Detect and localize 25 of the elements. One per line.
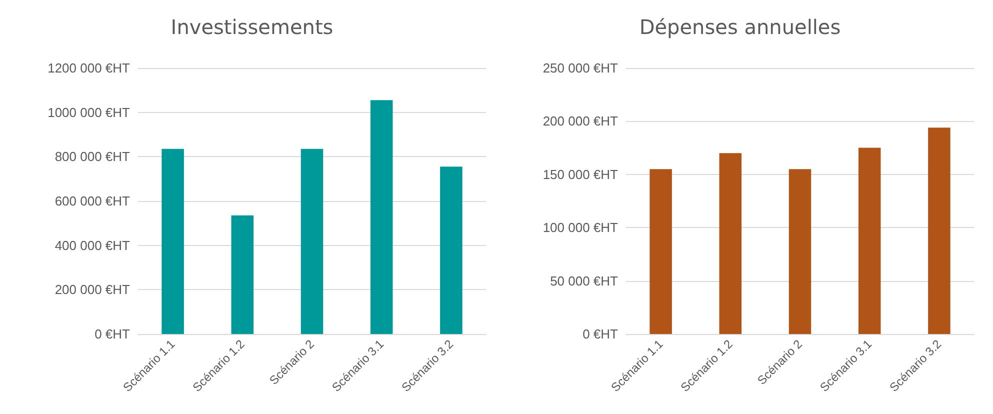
bar: [370, 100, 393, 334]
bar: [300, 148, 324, 334]
bar: [858, 148, 881, 334]
bar: [928, 128, 950, 334]
y-tick-label: 250 000 €HT: [542, 60, 618, 76]
y-tick-label: 100 000 €HT: [542, 220, 618, 236]
y-tick-label: 200 000 €HT: [542, 114, 618, 129]
bar: [650, 169, 672, 334]
y-tick-label: 0 €HT: [582, 326, 618, 342]
y-tick-label: 800 000 €HT: [54, 149, 130, 164]
y-tick-label: 50 000 €HT: [550, 273, 618, 288]
bar: [719, 153, 742, 334]
y-tick-label: 1000 000 €HT: [48, 104, 130, 120]
y-tick-label: 1200 000 €HT: [48, 60, 130, 76]
y-tick-label: 200 000 €HT: [54, 282, 130, 298]
y-tick-label: 150 000 €HT: [542, 166, 618, 182]
bar: [788, 169, 812, 334]
chart-title: Investissements: [170, 15, 334, 39]
y-tick-label: 0 €HT: [94, 326, 130, 342]
bar: [231, 215, 254, 334]
bar: [440, 166, 462, 334]
chart-title: Dépenses annuelles: [639, 15, 841, 39]
y-tick-label: 600 000 €HT: [54, 194, 130, 208]
y-tick-label: 400 000 €HT: [54, 238, 130, 253]
bar: [162, 148, 184, 334]
